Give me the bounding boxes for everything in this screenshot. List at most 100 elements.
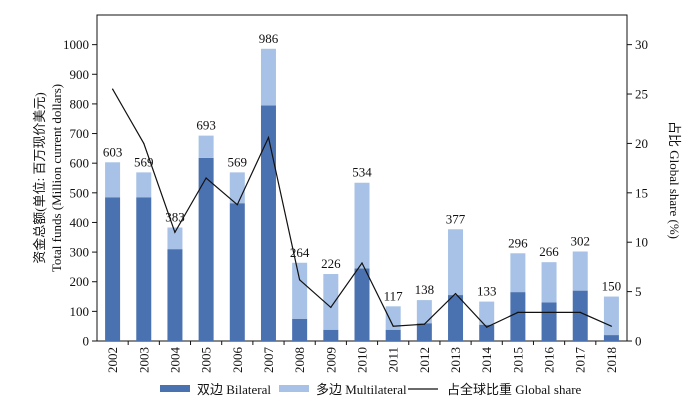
y2-tick-label: 5 [635,284,642,299]
x-tick-label-2015: 2015 [510,347,525,373]
x-tick-label-2013: 2013 [448,347,463,373]
global-share-point-2016 [548,311,550,313]
bar-bilateral-2003 [136,197,152,341]
global-share-point-2007 [267,136,270,139]
total-label-2003: 569 [134,154,154,169]
total-label-2005: 693 [196,118,216,133]
total-label-2004: 383 [165,209,185,224]
y2-tick-label: 20 [635,136,648,151]
y-tick-label: 500 [70,185,90,200]
bar-multilateral-2006 [229,172,245,204]
bar-bilateral-2014 [479,324,495,341]
global-share-point-2004 [174,231,176,233]
global-share-point-2011 [392,325,394,327]
x-tick-label-2003: 2003 [136,347,151,373]
bar-bilateral-2015 [510,292,526,341]
x-tick-label-2017: 2017 [573,347,588,374]
bar-multilateral-2009 [323,274,339,330]
bar-bilateral-2017 [572,290,588,341]
legend-label-bilateral: 双边 Bilateral [197,382,271,397]
bar-multilateral-2015 [510,253,526,293]
total-label-2018: 150 [602,279,622,294]
y2-tick-label: 10 [635,235,648,250]
global-share-point-2008 [299,279,301,281]
total-label-2017: 302 [570,233,590,248]
total-label-2013: 377 [446,211,466,226]
y-tick-label: 1000 [63,37,89,52]
legend-swatch-bilateral [160,385,190,392]
global-share-point-2003 [143,142,145,145]
y-tick-label: 700 [70,126,90,141]
global-share-point-2005 [205,177,207,179]
y-tick-label: 0 [83,334,90,349]
bar-multilateral-2008 [292,262,308,319]
y-tick-label: 400 [70,215,90,230]
bar-bilateral-2004 [167,249,183,341]
bar-bilateral-2008 [292,318,308,341]
y2-tick-label: 30 [635,37,648,52]
x-tick-label-2002: 2002 [105,347,120,373]
global-share-point-2014 [486,326,488,328]
y-tick-label: 100 [70,304,90,319]
bar-multilateral-2014 [479,301,495,325]
bar-bilateral-2011 [385,329,401,341]
bar-multilateral-2012 [416,300,432,324]
x-tick-label-2014: 2014 [479,347,494,374]
y-tick-label: 600 [70,156,90,171]
legend-swatch-multilateral [279,385,309,392]
global-share-point-2018 [610,325,613,327]
x-tick-label-2006: 2006 [230,347,245,374]
total-label-2002: 603 [103,144,123,159]
global-share-point-2013 [454,292,457,295]
x-tick-label-2005: 2005 [199,347,214,373]
x-tick-label-2010: 2010 [355,347,370,373]
total-label-2014: 133 [477,284,497,299]
y2-tick-label: 0 [635,334,642,349]
y-axis-title-chinese: 资金总额(单位: 百万现价美元) [32,92,47,264]
global-share-point-2015 [517,311,519,313]
total-label-2008: 264 [290,245,310,260]
bar-multilateral-2013 [448,229,464,296]
x-tick-label-2007: 2007 [261,347,276,374]
total-label-2016: 266 [539,244,559,259]
y-tick-label: 300 [70,245,90,260]
bar-bilateral-2006 [229,203,245,341]
bar-multilateral-2017 [572,251,588,291]
y-tick-label: 200 [70,274,90,289]
bar-multilateral-2011 [385,306,401,330]
bar-multilateral-2005 [198,135,214,158]
bar-bilateral-2012 [416,323,432,341]
legend-label-multilateral: 多边 Multilateral [316,382,407,397]
global-share-point-2009 [330,306,332,309]
global-share-point-2010 [361,262,363,264]
y2-tick-label: 25 [635,87,648,102]
bar-bilateral-2005 [198,157,214,341]
bar-bilateral-2007 [260,105,276,342]
x-tick-label-2008: 2008 [292,347,307,373]
bar-bilateral-2016 [541,302,557,341]
bar-bilateral-2013 [448,295,464,341]
x-tick-label-2012: 2012 [417,347,432,373]
legend-label-global-share: 占全球比重 Global share [447,382,582,397]
legend: 双边 Bilateral 多边 Multilateral 占全球比重 Globa… [160,382,582,397]
y-tick-label: 800 [70,96,90,111]
x-tick-label-2009: 2009 [323,347,338,373]
bar-multilateral-2016 [541,262,557,303]
bar-bilateral-2002 [105,197,121,341]
global-share-point-2006 [236,204,238,206]
global-share-point-2002 [111,88,114,90]
total-label-2012: 138 [415,282,435,297]
total-label-2010: 534 [352,165,372,180]
total-label-2009: 226 [321,256,341,271]
bar-bilateral-2018 [603,335,619,341]
global-share-point-2017 [579,311,581,313]
bar-multilateral-2002 [105,162,121,198]
y2-tick-label: 15 [635,185,648,200]
bar-multilateral-2007 [260,48,276,106]
x-tick-label-2011: 2011 [386,347,401,373]
bar-multilateral-2003 [136,172,152,198]
y-tick-label: 900 [70,67,90,82]
x-tick-label-2016: 2016 [542,347,557,374]
